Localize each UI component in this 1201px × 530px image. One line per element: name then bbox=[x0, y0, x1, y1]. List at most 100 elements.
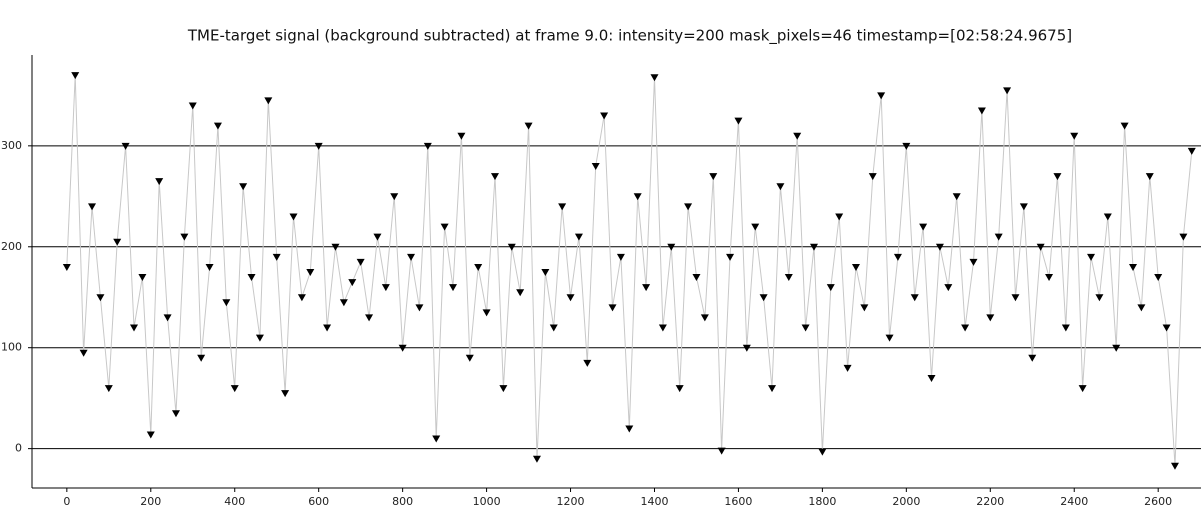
x-tick-label: 200 bbox=[140, 495, 161, 508]
marker bbox=[952, 193, 961, 201]
marker bbox=[1162, 324, 1171, 332]
series-line bbox=[66, 75, 1193, 466]
marker bbox=[1028, 354, 1037, 362]
marker bbox=[423, 142, 432, 150]
y-tick-label: 100 bbox=[1, 341, 22, 354]
marker bbox=[675, 385, 684, 393]
marker bbox=[230, 385, 239, 393]
marker bbox=[768, 385, 777, 393]
marker bbox=[239, 183, 248, 191]
marker bbox=[281, 390, 290, 398]
marker bbox=[818, 448, 827, 456]
marker bbox=[415, 304, 424, 312]
x-tick-label: 1800 bbox=[808, 495, 836, 508]
marker bbox=[935, 243, 944, 251]
marker bbox=[1070, 132, 1079, 140]
marker bbox=[583, 359, 592, 367]
marker bbox=[608, 304, 617, 312]
marker bbox=[1120, 122, 1129, 130]
marker bbox=[1187, 147, 1196, 155]
marker bbox=[314, 142, 323, 150]
marker bbox=[88, 203, 97, 211]
marker bbox=[835, 213, 844, 221]
marker bbox=[625, 425, 634, 433]
marker bbox=[633, 193, 642, 201]
marker bbox=[893, 253, 902, 261]
marker bbox=[885, 334, 894, 342]
x-tick-label: 2200 bbox=[976, 495, 1004, 508]
marker bbox=[784, 274, 793, 282]
marker bbox=[759, 294, 768, 302]
marker bbox=[667, 243, 676, 251]
x-tick-label: 0 bbox=[63, 495, 70, 508]
marker bbox=[197, 354, 206, 362]
marker bbox=[188, 102, 197, 110]
marker bbox=[71, 72, 80, 80]
y-tick-label: 300 bbox=[1, 139, 22, 152]
marker bbox=[407, 253, 416, 261]
marker bbox=[793, 132, 802, 140]
marker bbox=[809, 243, 818, 251]
marker bbox=[129, 324, 138, 332]
marker bbox=[944, 284, 953, 292]
marker bbox=[751, 223, 760, 231]
marker bbox=[180, 233, 189, 241]
x-tick-label: 600 bbox=[308, 495, 329, 508]
marker bbox=[440, 223, 449, 231]
marker bbox=[339, 299, 348, 307]
marker bbox=[977, 107, 986, 115]
marker bbox=[969, 258, 978, 266]
marker bbox=[1087, 253, 1096, 261]
marker bbox=[600, 112, 609, 120]
y-tick-label: 0 bbox=[15, 442, 22, 455]
marker bbox=[650, 74, 659, 82]
marker bbox=[734, 117, 743, 125]
marker bbox=[877, 92, 886, 100]
marker bbox=[264, 97, 273, 105]
x-tick-label: 400 bbox=[224, 495, 245, 508]
marker bbox=[851, 263, 860, 271]
marker bbox=[801, 324, 810, 332]
marker bbox=[927, 374, 936, 382]
marker bbox=[1053, 173, 1062, 181]
marker bbox=[1045, 274, 1054, 282]
marker bbox=[1019, 203, 1028, 211]
marker bbox=[843, 364, 852, 372]
x-tick-label: 800 bbox=[392, 495, 413, 508]
marker bbox=[1179, 233, 1188, 241]
marker bbox=[323, 324, 332, 332]
x-tick-label: 1000 bbox=[473, 495, 501, 508]
marker bbox=[868, 173, 877, 181]
y-tick-label: 200 bbox=[1, 240, 22, 253]
marker bbox=[1145, 173, 1154, 181]
chart-title: TME-target signal (background subtracted… bbox=[187, 27, 1072, 46]
marker bbox=[1011, 294, 1020, 302]
marker bbox=[432, 435, 441, 443]
marker bbox=[558, 203, 567, 211]
marker bbox=[146, 431, 155, 439]
marker bbox=[490, 173, 499, 181]
x-tick-label: 1600 bbox=[724, 495, 752, 508]
marker bbox=[465, 354, 474, 362]
marker bbox=[776, 183, 785, 191]
marker bbox=[171, 410, 180, 418]
marker bbox=[700, 314, 709, 322]
marker bbox=[398, 344, 407, 352]
marker bbox=[910, 294, 919, 302]
marker bbox=[390, 193, 399, 201]
marker bbox=[365, 314, 374, 322]
marker bbox=[482, 309, 491, 317]
marker bbox=[532, 455, 541, 463]
x-tick-label: 2600 bbox=[1144, 495, 1172, 508]
marker bbox=[348, 279, 357, 287]
marker bbox=[373, 233, 382, 241]
x-tick-label: 1200 bbox=[557, 495, 585, 508]
marker bbox=[1112, 344, 1121, 352]
marker bbox=[213, 122, 222, 130]
marker bbox=[1154, 274, 1163, 282]
marker bbox=[247, 274, 256, 282]
x-tick-label: 2000 bbox=[892, 495, 920, 508]
marker bbox=[549, 324, 558, 332]
marker bbox=[449, 284, 458, 292]
marker bbox=[205, 263, 214, 271]
